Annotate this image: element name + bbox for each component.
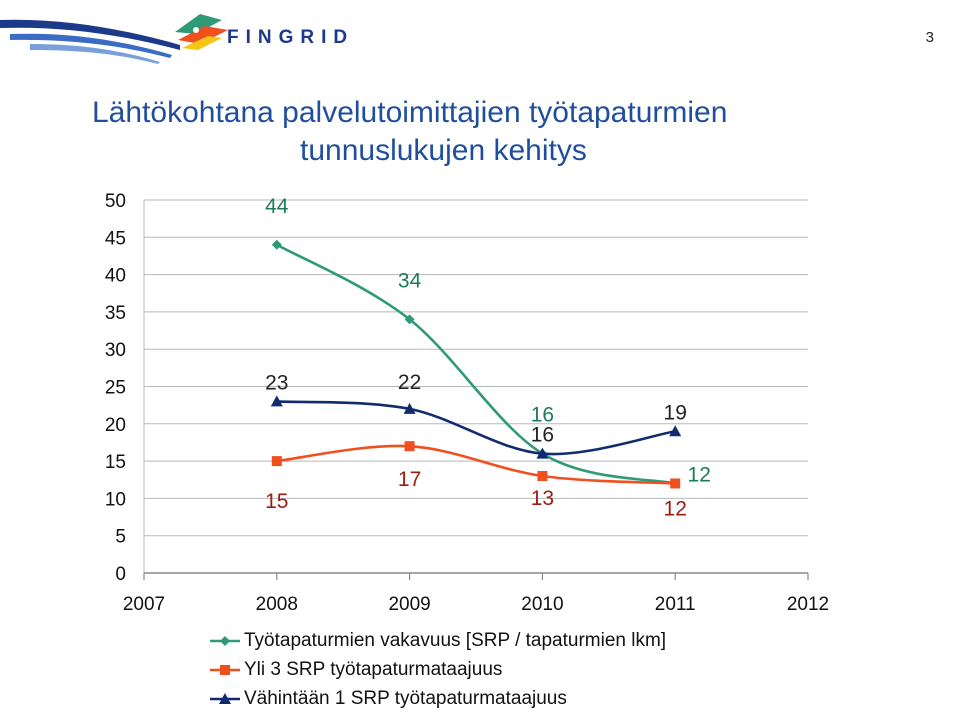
data-label: 12 — [688, 463, 711, 486]
y-tick-label: 15 — [105, 452, 126, 473]
legend-square-icon — [210, 664, 240, 675]
data-label: 22 — [398, 371, 421, 394]
triangle-marker — [219, 692, 231, 704]
diamond-marker — [404, 314, 415, 325]
square-marker — [220, 664, 230, 675]
y-tick-label: 20 — [105, 415, 126, 436]
title-line-1: Lähtökohtana palvelutoimittajien työtapa… — [92, 96, 728, 129]
data-label: 44 — [265, 195, 289, 218]
series-line — [276, 243, 676, 485]
chart-axes: 0 5 10 15 20 25 30 35 40 45 50 2007 2008 2009 2010 2011… — [105, 191, 829, 615]
x-tick-label: 2012 — [787, 594, 829, 615]
legend-label: Työtapaturmien vakavuus [SRP / tapaturmi… — [244, 629, 667, 651]
diamond-marker — [271, 239, 282, 250]
fingrid-logo — [0, 14, 228, 64]
y-tick-label: 40 — [105, 266, 126, 287]
legend-item: Yli 3 SRP työtapaturmataajuus — [210, 655, 666, 684]
x-tick-label: 2007 — [123, 594, 165, 615]
chart-series — [270, 239, 682, 489]
series-line — [276, 400, 676, 456]
data-label: 19 — [664, 401, 687, 424]
y-tick-label: 45 — [105, 228, 126, 249]
series-line — [276, 444, 676, 485]
logo-text: FINGRID — [227, 27, 355, 48]
x-tick-label: 2011 — [655, 594, 696, 615]
data-label: 16 — [531, 404, 554, 427]
triangle-marker — [536, 447, 549, 459]
chart-grid — [144, 199, 808, 537]
logo-swoosh-icon — [0, 14, 228, 64]
slide-title: Lähtökohtana palvelutoimittajien työtapa… — [0, 94, 940, 170]
x-tick-label: 2008 — [256, 594, 298, 615]
triangle-marker — [270, 395, 283, 407]
legend-diamond-icon — [210, 635, 240, 646]
data-label: 13 — [531, 487, 554, 510]
legend-triangle-icon — [210, 692, 240, 704]
y-tick-label: 50 — [105, 191, 126, 212]
y-tick-label: 35 — [105, 303, 126, 324]
data-label: 16 — [531, 424, 554, 447]
y-tick-label: 10 — [105, 489, 126, 510]
triangle-marker — [669, 425, 682, 437]
square-marker — [537, 471, 548, 482]
data-label: 15 — [265, 490, 288, 513]
legend-label: Yli 3 SRP työtapaturmataajuus — [244, 658, 503, 680]
square-marker — [404, 441, 415, 452]
chart-data-labels: 44 34 16 12 15 17 13 12 23 22 16 19 — [265, 195, 711, 521]
y-tick-label: 30 — [105, 340, 126, 361]
x-tick-label: 2010 — [521, 594, 563, 615]
chart-legend: Työtapaturmien vakavuus [SRP / tapaturmi… — [210, 626, 666, 713]
legend-label: Vähintään 1 SRP työtapaturmataajuus — [244, 687, 567, 709]
y-tick-label: 5 — [115, 527, 126, 548]
square-marker — [670, 478, 681, 489]
y-tick-label: 0 — [115, 564, 126, 585]
legend-item: Vähintään 1 SRP työtapaturmataajuus — [210, 684, 666, 713]
data-label: 23 — [265, 371, 288, 394]
title-line-2: tunnuslukujen kehitys — [300, 134, 587, 167]
x-tick-label: 2009 — [388, 594, 430, 615]
triangle-marker — [403, 402, 416, 414]
page-number: 3 — [925, 29, 934, 46]
diamond-marker — [220, 635, 230, 646]
y-tick-label: 25 — [105, 378, 126, 399]
data-label: 17 — [398, 468, 421, 491]
legend-item: Työtapaturmien vakavuus [SRP / tapaturmi… — [210, 626, 666, 655]
data-label: 34 — [398, 269, 422, 292]
square-marker — [271, 456, 282, 467]
data-label: 12 — [664, 497, 687, 520]
